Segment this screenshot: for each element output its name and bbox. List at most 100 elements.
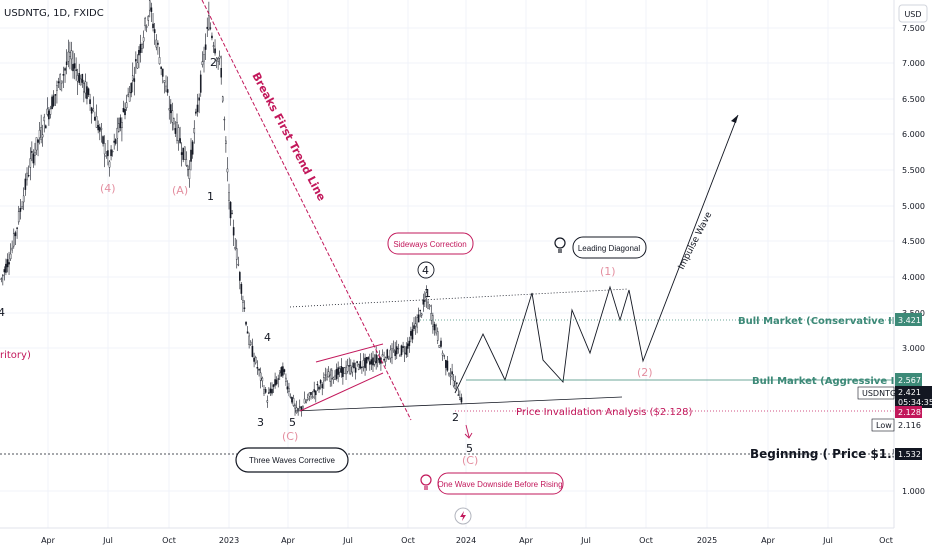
wedge-bottom	[299, 372, 384, 412]
down-arrow-head	[464, 432, 473, 439]
candle-body	[235, 248, 238, 260]
price-tag-low: 2.116	[895, 419, 922, 431]
candle-body	[118, 123, 120, 132]
time-tick: Jul	[102, 536, 113, 545]
candle-body	[173, 118, 175, 125]
candle-body	[48, 110, 50, 120]
candle-body	[125, 102, 128, 109]
time-axis[interactable]	[0, 528, 894, 550]
svg-text:05:34:35: 05:34:35	[898, 398, 932, 407]
candle-body	[261, 377, 264, 382]
candle-body	[438, 344, 441, 348]
candle-body	[161, 68, 164, 77]
candle-body	[191, 141, 194, 155]
candle-body	[246, 331, 249, 334]
candle-body	[271, 388, 273, 394]
candle-body	[300, 406, 303, 411]
currency-button[interactable]: USD	[898, 4, 928, 23]
candle-body	[234, 246, 236, 250]
candle-body	[397, 348, 400, 350]
candle-body	[215, 58, 218, 61]
candle-body	[291, 396, 293, 403]
impulse-arrowhead	[731, 115, 738, 123]
candle-body	[9, 253, 12, 260]
candle-body	[310, 392, 312, 395]
candle-body	[419, 309, 421, 312]
time-tick: 2023	[219, 536, 239, 545]
candle-body	[204, 44, 207, 50]
candle-body	[410, 331, 412, 336]
time-tick: Apr	[281, 536, 296, 545]
time-tick: Jul	[822, 536, 833, 545]
candle-body	[170, 104, 172, 114]
lightning-icon[interactable]	[454, 507, 472, 525]
candle-body	[34, 151, 36, 156]
one-wave-callout[interactable]: One Wave Downside Before Rising	[437, 472, 564, 495]
candle-body	[452, 380, 455, 387]
candle-body	[56, 85, 58, 91]
candle-body	[348, 365, 351, 367]
candle-body	[449, 375, 452, 378]
price-axis[interactable]	[894, 0, 932, 528]
candle-body	[153, 29, 156, 34]
time-tick: Oct	[639, 536, 653, 545]
candle-body	[411, 329, 414, 340]
candle-body	[283, 369, 286, 372]
time-tick: Apr	[519, 536, 534, 545]
candle-body	[249, 341, 252, 345]
price-tick: 6.500	[902, 95, 925, 104]
candle-body	[190, 149, 192, 162]
candle-body	[11, 247, 13, 251]
candle-body	[152, 23, 154, 29]
candle-body	[370, 359, 373, 365]
candle-body	[158, 57, 161, 65]
candle-body	[362, 360, 365, 367]
candle-body	[14, 232, 17, 237]
svg-text:USDNTG: USDNTG	[862, 389, 896, 398]
candle-body	[335, 369, 338, 379]
candle-body	[243, 307, 246, 309]
candle-body	[445, 360, 447, 368]
candle-body	[384, 357, 387, 362]
wave-label: (1)	[600, 265, 616, 278]
candle-body	[295, 407, 298, 414]
candle-body	[315, 390, 317, 396]
candle-body	[89, 99, 91, 105]
channel-top	[289, 288, 629, 308]
candle-body	[157, 42, 159, 45]
candle-body	[223, 118, 226, 121]
candle-body	[400, 345, 403, 355]
price-tag-invalidation: 2.128	[895, 406, 922, 418]
candle-body	[40, 127, 42, 140]
candle-body	[138, 50, 140, 56]
candle-body	[334, 375, 336, 380]
lightbulb-icon	[554, 237, 566, 253]
candle-body	[79, 78, 82, 86]
candle-body	[145, 26, 148, 28]
price-tick: 5.000	[902, 202, 925, 211]
wave-label: 1	[207, 190, 214, 203]
candle-body	[354, 367, 357, 373]
candle-body	[51, 96, 53, 110]
candle-body	[147, 16, 150, 21]
candle-body	[441, 352, 444, 356]
candle-body	[395, 346, 398, 355]
level-aggressive-label: Bull Market (Aggressive Idea)	[752, 376, 920, 387]
wave-label: 3	[257, 416, 264, 429]
candle-body	[24, 178, 27, 190]
candle-body	[311, 396, 314, 398]
candle-body	[69, 52, 71, 57]
candle-body	[268, 392, 270, 394]
candle-body	[114, 139, 117, 144]
candle-body	[37, 139, 39, 143]
candle-body	[214, 48, 216, 54]
candle-body	[324, 374, 327, 376]
sideways-correction-callout[interactable]: Sideways Correction	[387, 232, 474, 255]
candle-body	[266, 400, 269, 403]
candle-body	[242, 299, 244, 303]
candle-body	[131, 75, 134, 81]
candle-body	[275, 379, 278, 385]
leading-diagonal-callout[interactable]: Leading Diagonal	[572, 236, 647, 259]
three-waves-callout[interactable]: Three Waves Corrective	[235, 447, 349, 473]
